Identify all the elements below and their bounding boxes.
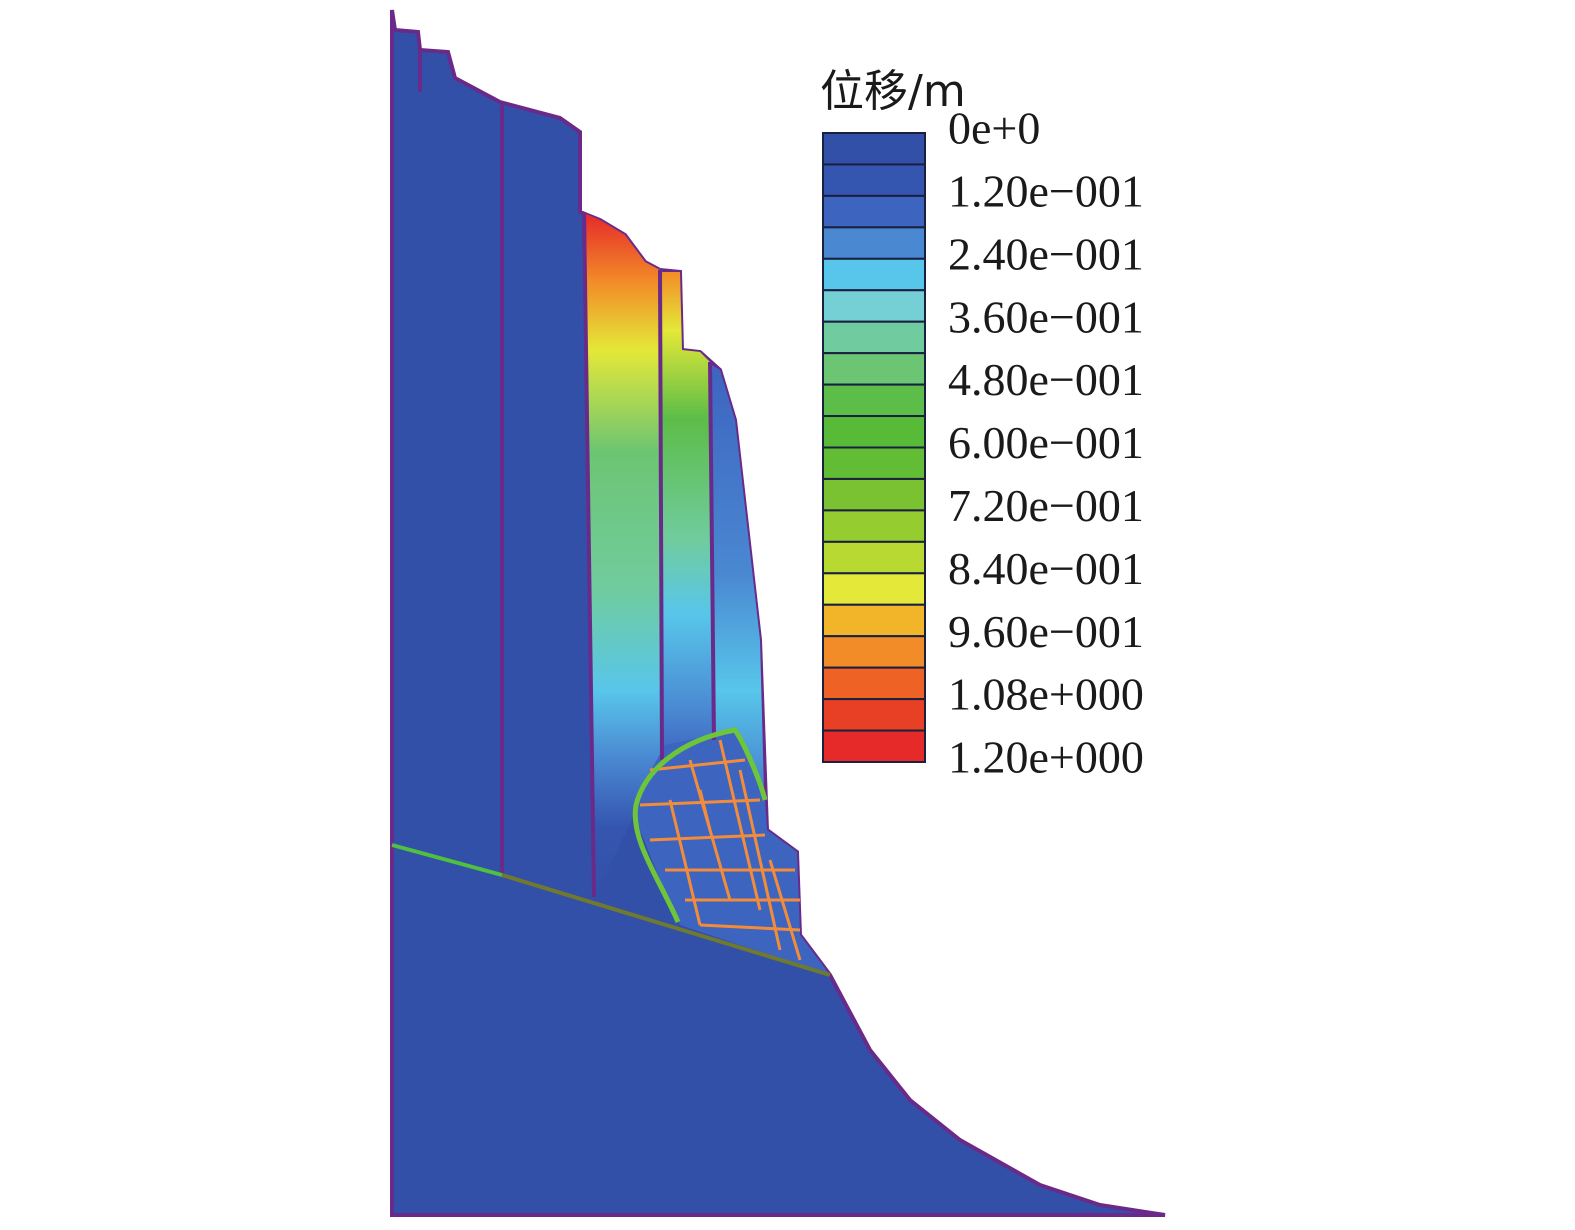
legend-swatch bbox=[822, 257, 926, 292]
block-zone bbox=[636, 730, 830, 975]
sliding-plane bbox=[501, 873, 831, 977]
legend-swatch bbox=[822, 540, 926, 575]
legend-label: 1.08e+000 bbox=[948, 669, 1144, 720]
legend-label: 8.40e−001 bbox=[948, 543, 1144, 594]
legend-swatch bbox=[822, 698, 926, 732]
legend-label: 3.60e−001 bbox=[948, 291, 1144, 342]
legend-swatch bbox=[822, 572, 926, 606]
legend-swatch bbox=[822, 666, 926, 701]
legend-swatch bbox=[822, 509, 926, 543]
legend-swatch bbox=[822, 477, 926, 512]
legend-label: 4.80e−001 bbox=[948, 354, 1144, 405]
legend-swatch bbox=[822, 289, 926, 323]
legend-label: 1.20e+000 bbox=[948, 732, 1144, 783]
legend-swatch bbox=[822, 320, 926, 355]
column-band bbox=[586, 214, 660, 895]
legend-label: 6.00e−001 bbox=[948, 417, 1144, 468]
legend-swatch bbox=[822, 635, 926, 669]
block-joints bbox=[639, 739, 802, 961]
sliding-plane bbox=[391, 843, 503, 877]
legend-swatch bbox=[822, 415, 926, 449]
legend-swatch bbox=[822, 132, 926, 166]
column-band bbox=[712, 365, 765, 830]
legend-swatch bbox=[822, 352, 926, 386]
legend-swatch bbox=[822, 226, 926, 260]
legend-label: 9.60e−001 bbox=[948, 606, 1144, 657]
legend: 0e+0 1.20e−001 2.40e−001 3.60e−001 4.80e−001… bbox=[822, 103, 1144, 783]
legend-label: 1.20e−001 bbox=[948, 165, 1144, 216]
divider-lines bbox=[418, 50, 716, 898]
legend-swatch bbox=[822, 194, 926, 229]
legend-swatch bbox=[822, 729, 926, 763]
legend-label: 7.20e−001 bbox=[948, 480, 1144, 531]
legend-title: 位移/m bbox=[820, 66, 966, 117]
legend-swatch bbox=[822, 163, 926, 197]
legend-label: 2.40e−001 bbox=[948, 228, 1144, 279]
legend-swatch bbox=[822, 383, 926, 418]
legend-label: 0e+0 bbox=[948, 103, 1040, 154]
legend-swatch bbox=[822, 446, 926, 480]
slip-boundary bbox=[632, 727, 768, 923]
legend-swatch bbox=[822, 603, 926, 638]
column-band bbox=[662, 272, 712, 760]
